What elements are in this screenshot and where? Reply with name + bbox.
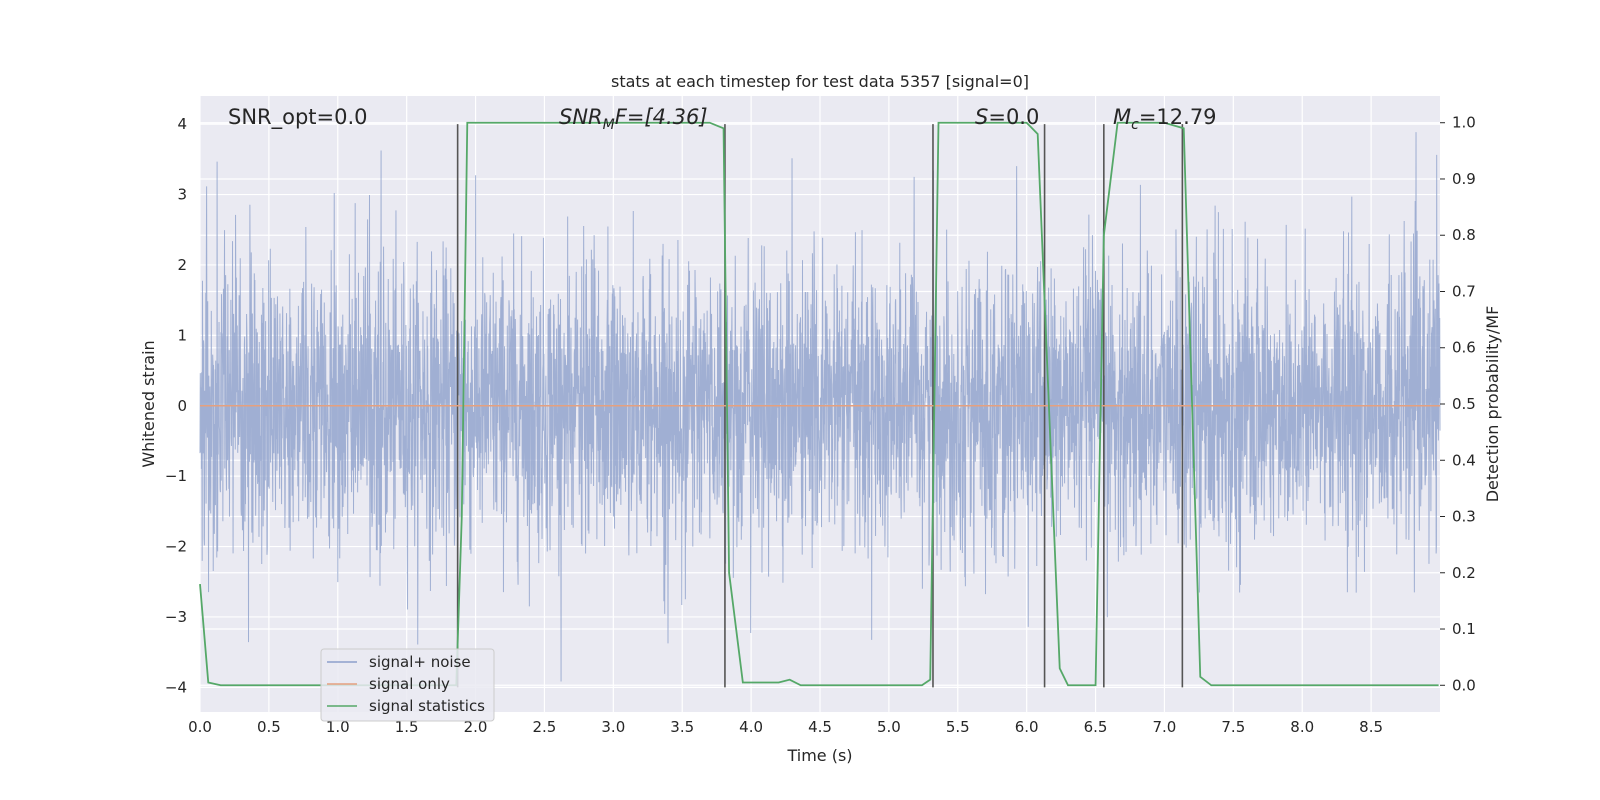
annotation-snr-opt: SNR_opt=0.0 bbox=[228, 105, 368, 130]
y-tick-label-right: 0.0 bbox=[1452, 676, 1476, 694]
x-tick-label: 4.0 bbox=[739, 718, 763, 736]
y-axis-label-left: Whitened strain bbox=[139, 340, 158, 467]
y-tick-label-right: 0.6 bbox=[1452, 339, 1476, 357]
s-main: S bbox=[975, 105, 988, 129]
x-tick-label: 4.5 bbox=[808, 718, 832, 736]
x-tick-label: 0.5 bbox=[257, 718, 281, 736]
ticks: 0.0 0.5 1.0 1.5 2.0 2.5 3.0 3.5 4.0 4.5 5.0 5.5 6.0 6… bbox=[165, 114, 1476, 736]
x-tick-label: 6.0 bbox=[1015, 718, 1039, 736]
x-tick-label: 6.5 bbox=[1084, 718, 1108, 736]
y-tick-label-left: −3 bbox=[165, 608, 187, 626]
y-tick-label-right: 0.7 bbox=[1452, 282, 1476, 300]
x-tick-label: 2.5 bbox=[533, 718, 557, 736]
x-tick-label: 3.5 bbox=[670, 718, 694, 736]
annotation-s: S=0.0 bbox=[975, 105, 1039, 129]
signal-statistics-line bbox=[199, 121, 1439, 687]
y-tick-label-right: 0.2 bbox=[1452, 564, 1476, 582]
y-tick-label-left: −1 bbox=[165, 467, 187, 485]
x-tick-label: 7.5 bbox=[1221, 718, 1245, 736]
s-tail: =0.0 bbox=[988, 105, 1039, 129]
x-tick-label: 7.0 bbox=[1153, 718, 1177, 736]
x-tick-label: 1.0 bbox=[326, 718, 350, 736]
mc-main: M bbox=[1113, 105, 1131, 129]
legend-label-stats: signal statistics bbox=[369, 697, 485, 715]
y-tick-label-right: 0.1 bbox=[1452, 620, 1476, 638]
y-tick-label-left: −2 bbox=[165, 538, 187, 556]
x-axis-label: Time (s) bbox=[786, 746, 852, 765]
mc-tail: =12.79 bbox=[1139, 105, 1217, 129]
noise-series bbox=[199, 132, 1441, 682]
y-tick-label-right: 0.4 bbox=[1452, 451, 1476, 469]
legend-box bbox=[320, 648, 495, 722]
noise-line bbox=[199, 132, 1441, 682]
mc-sub: c bbox=[1131, 117, 1139, 133]
annotation-mc: Mc=12.79 bbox=[1113, 105, 1217, 133]
legend-label-signal: signal only bbox=[369, 675, 450, 693]
y-tick-label-left: 4 bbox=[177, 115, 187, 133]
y-tick-label-left: 2 bbox=[177, 256, 187, 274]
y-tick-label-left: −4 bbox=[165, 678, 187, 696]
y-tick-label-right: 0.8 bbox=[1452, 226, 1476, 244]
legend: signal+ noise signal only signal statist… bbox=[320, 648, 495, 722]
y-tick-label-left: 1 bbox=[177, 326, 187, 344]
snr-mf-tail: F=[4.36] bbox=[615, 105, 708, 129]
x-tick-label: 2.0 bbox=[464, 718, 488, 736]
signal-statistics-series bbox=[199, 121, 1439, 687]
x-tick-label: 8.5 bbox=[1359, 718, 1383, 736]
x-tick-label: 1.5 bbox=[395, 718, 419, 736]
chart-title: stats at each timestep for test data 535… bbox=[611, 72, 1029, 91]
x-tick-label: 5.0 bbox=[877, 718, 901, 736]
y-tick-label-left: 3 bbox=[177, 186, 187, 204]
legend-label-noise: signal+ noise bbox=[369, 653, 471, 671]
y-tick-label-right: 0.9 bbox=[1452, 170, 1476, 188]
y-tick-label-right: 0.3 bbox=[1452, 508, 1476, 526]
x-tick-label: 5.5 bbox=[946, 718, 970, 736]
y-tick-label-right: 1.0 bbox=[1452, 114, 1476, 132]
y-tick-label-left: 0 bbox=[177, 397, 187, 415]
snr-mf-main: SNR bbox=[559, 105, 603, 129]
annotation-snr-mf: SNRMF=[4.36] bbox=[559, 105, 708, 133]
snr-mf-sub: M bbox=[603, 117, 615, 133]
x-tick-label: 3.0 bbox=[601, 718, 625, 736]
y-tick-label-right: 0.5 bbox=[1452, 395, 1476, 413]
y-axis-label-right: Detection probability/MF bbox=[1483, 306, 1502, 503]
x-tick-label: 8.0 bbox=[1290, 718, 1314, 736]
x-tick-label: 0.0 bbox=[188, 718, 212, 736]
